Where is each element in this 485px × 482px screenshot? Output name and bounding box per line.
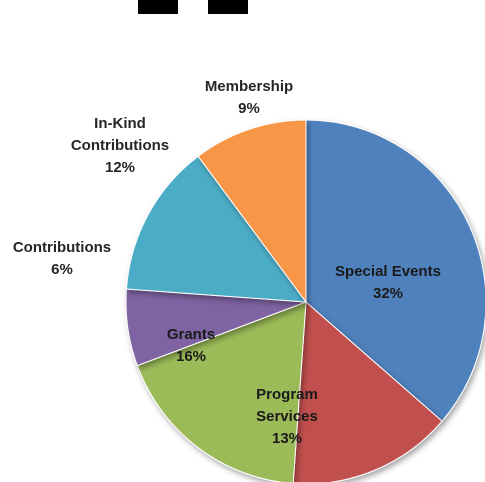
- slice-label-grants: Grants 16%: [167, 326, 215, 365]
- slice-label-program-services: Program Services 13%: [256, 386, 318, 447]
- slice-label-membership: Membership 9%: [205, 78, 293, 117]
- pie-slices: [125, 119, 485, 482]
- slice-label-in-kind-contributions: In-Kind Contributions 12%: [71, 115, 169, 176]
- pie-slice-grants: [136, 301, 307, 482]
- slice-label-contributions: Contributions 6%: [13, 239, 111, 278]
- cropped-title-fragment-left: [138, 0, 178, 14]
- pie-labels: Special Events 32% Program Services 13% Grant…: [13, 78, 441, 447]
- pie-slice-membership: [197, 119, 307, 304]
- pie-slice-program-services: [292, 300, 443, 482]
- slice-label-special-events: Special Events 32%: [335, 263, 441, 302]
- cropped-title-fragment-right: [208, 0, 248, 14]
- pie-slice-in-kind-contributions: [125, 155, 308, 303]
- pie-slice-special-events: [305, 119, 485, 422]
